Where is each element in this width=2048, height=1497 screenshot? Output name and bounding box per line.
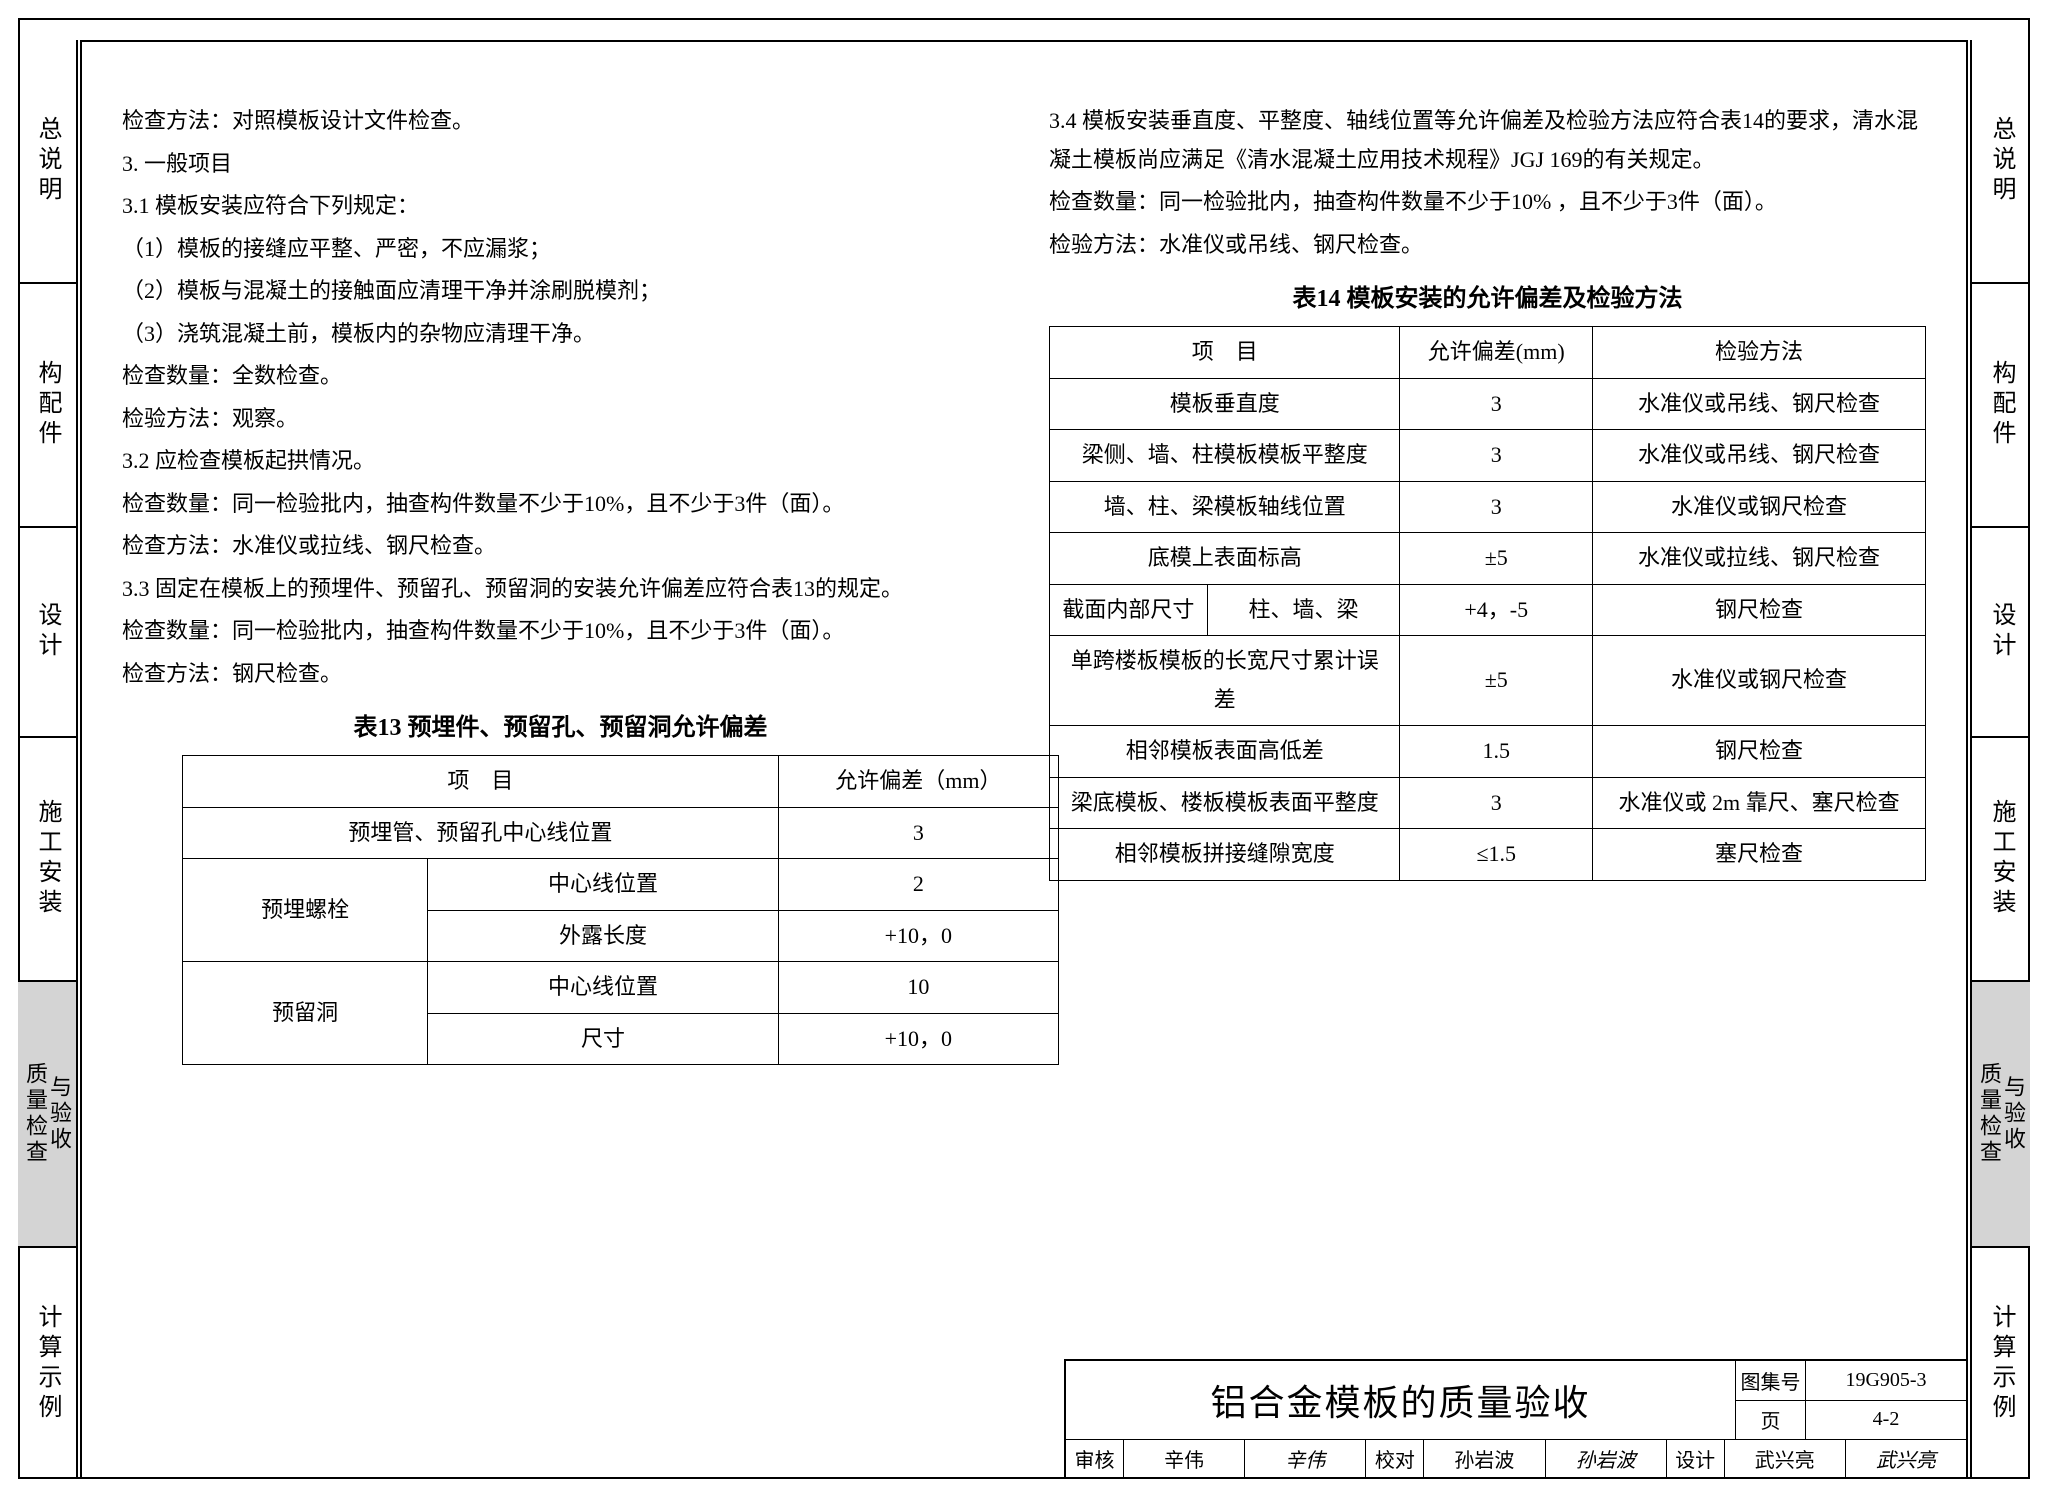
t13-r3-c: +10，0 (778, 910, 1058, 962)
t14-r6-a: 单跨楼板模板的长宽尺寸累计误差 (1050, 636, 1400, 726)
rc-p2: 检查数量：同一检验批内，抽查构件数量不少于10% ，且不少于3件（面）。 (1049, 183, 1926, 222)
t14-r3-b: 3 (1400, 481, 1593, 533)
t13-r2-b: 中心线位置 (428, 859, 778, 911)
review-label: 审核 (1066, 1440, 1124, 1477)
t14-h1: 项 目 (1050, 327, 1400, 379)
t13-r1-c: 3 (778, 807, 1058, 859)
t14-r4-a: 底模上表面标高 (1050, 533, 1400, 585)
lc-p13: 检查数量：同一检验批内，抽查构件数量不少于10%，且不少于3件（面）。 (122, 612, 999, 651)
t14-r4-b: ±5 (1400, 533, 1593, 585)
atlas-label: 图集号 (1736, 1361, 1806, 1400)
check-name: 孙岩波 (1424, 1440, 1545, 1477)
t14-r9-c: 塞尺检查 (1593, 829, 1926, 881)
t14-r7-c: 钢尺检查 (1593, 726, 1926, 778)
right-column: 3.4 模板安装垂直度、平整度、轴线位置等允许偏差及检验方法应符合表14的要求，… (1049, 102, 1926, 1467)
side-left-design: 设计 (18, 528, 76, 738)
page-value: 4-2 (1806, 1401, 1966, 1440)
lc-p10: 检查数量：同一检验批内，抽查构件数量不少于10%，且不少于3件（面）。 (122, 485, 999, 524)
lc-p6: （3）浇筑混凝土前，模板内的杂物应清理干净。 (122, 315, 999, 354)
sidebar-left: 总说明 构配件 设计 施工安装 质量检查 与验收 计算示例 (18, 40, 78, 1479)
t13-r1-a: 预埋管、预留孔中心线位置 (183, 807, 779, 859)
t14-r9-b: ≤1.5 (1400, 829, 1593, 881)
drawing-title: 铝合金模板的质量验收 (1066, 1361, 1736, 1439)
t14-r8-b: 3 (1400, 777, 1593, 829)
t13-r2-c: 2 (778, 859, 1058, 911)
design-signature: 武兴亮 (1846, 1440, 1966, 1477)
t14-r4-c: 水准仪或拉线、钢尺检查 (1593, 533, 1926, 585)
t13-r5-c: +10，0 (778, 1013, 1058, 1065)
body-area: 检查方法：对照模板设计文件检查。 3. 一般项目 3.1 模板安装应符合下列规定… (82, 42, 1966, 1477)
t14-r9-a: 相邻模板拼接缝隙宽度 (1050, 829, 1400, 881)
lc-p4: （1）模板的接缝应平整、严密，不应漏浆； (122, 230, 999, 269)
lc-p14: 检查方法：钢尺检查。 (122, 655, 999, 694)
t14-r2-b: 3 (1400, 430, 1593, 482)
side-right-design: 设计 (1972, 528, 2030, 738)
table14: 项 目 允许偏差(mm) 检验方法 模板垂直度3水准仪或吊线、钢尺检查 梁侧、墙… (1049, 326, 1926, 881)
t14-r6-b: ±5 (1400, 636, 1593, 726)
t14-r7-b: 1.5 (1400, 726, 1593, 778)
t13-r5-b: 尺寸 (428, 1013, 778, 1065)
t14-r1-b: 3 (1400, 378, 1593, 430)
design-label: 设计 (1667, 1440, 1725, 1477)
t14-r5-a2: 柱、墙、梁 (1207, 584, 1400, 636)
t14-r5-c: 钢尺检查 (1593, 584, 1926, 636)
t14-r2-a: 梁侧、墙、柱模板模板平整度 (1050, 430, 1400, 482)
lc-p7: 检查数量：全数检查。 (122, 357, 999, 396)
lc-p9: 3.2 应检查模板起拱情况。 (122, 442, 999, 481)
side-right-quality: 质量检查 与验收 (1972, 982, 2030, 1248)
t13-r4-a: 预留洞 (183, 962, 428, 1065)
t14-r8-c: 水准仪或 2m 靠尺、塞尺检查 (1593, 777, 1926, 829)
lc-p5: （2）模板与混凝土的接触面应清理干净并涂刷脱模剂； (122, 272, 999, 311)
t14-r1-c: 水准仪或吊线、钢尺检查 (1593, 378, 1926, 430)
t14-r1-a: 模板垂直度 (1050, 378, 1400, 430)
side-left-general: 总说明 (18, 40, 76, 284)
check-label: 校对 (1366, 1440, 1424, 1477)
table13-caption: 表13 预埋件、预留孔、预留洞允许偏差 (122, 707, 999, 749)
lc-p8: 检验方法：观察。 (122, 400, 999, 439)
review-signature: 辛伟 (1245, 1440, 1366, 1477)
t14-r6-c: 水准仪或钢尺检查 (1593, 636, 1926, 726)
side-left-quality: 质量检查 与验收 (18, 982, 76, 1248)
rc-p1: 3.4 模板安装垂直度、平整度、轴线位置等允许偏差及检验方法应符合表14的要求，… (1049, 102, 1926, 179)
side-right-components: 构配件 (1972, 284, 2030, 528)
side-left-examples: 计算示例 (18, 1248, 76, 1479)
page-label: 页 (1736, 1401, 1806, 1440)
t14-r5-b: +4，-5 (1400, 584, 1593, 636)
t14-r8-a: 梁底模板、楼板模板表面平整度 (1050, 777, 1400, 829)
check-signature: 孙岩波 (1546, 1440, 1667, 1477)
side-left-construction: 施工安装 (18, 738, 76, 982)
side-right-examples: 计算示例 (1972, 1248, 2030, 1479)
side-right-general: 总说明 (1972, 40, 2030, 284)
t14-h3: 检验方法 (1593, 327, 1926, 379)
table14-caption: 表14 模板安装的允许偏差及检验方法 (1049, 278, 1926, 320)
t13-r4-c: 10 (778, 962, 1058, 1014)
lc-p2: 3. 一般项目 (122, 145, 999, 184)
side-right-construction: 施工安装 (1972, 738, 2030, 982)
content-frame: 检查方法：对照模板设计文件检查。 3. 一般项目 3.1 模板安装应符合下列规定… (80, 40, 1968, 1479)
lc-p12: 3.3 固定在模板上的预埋件、预留孔、预留洞的安装允许偏差应符合表13的规定。 (122, 570, 999, 609)
t13-h2: 允许偏差（mm） (778, 756, 1058, 808)
side-left-components: 构配件 (18, 284, 76, 528)
review-name: 辛伟 (1124, 1440, 1245, 1477)
rc-p3: 检验方法：水准仪或吊线、钢尺检查。 (1049, 226, 1926, 265)
atlas-value: 19G905-3 (1806, 1361, 1966, 1400)
t13-r3-b: 外露长度 (428, 910, 778, 962)
table13: 项 目 允许偏差（mm） 预埋管、预留孔中心线位置 3 预埋螺栓 中心线位置 2… (182, 755, 1059, 1065)
t13-h1: 项 目 (183, 756, 779, 808)
t14-r5-a1: 截面内部尺寸 (1050, 584, 1208, 636)
design-name: 武兴亮 (1725, 1440, 1846, 1477)
t14-r2-c: 水准仪或吊线、钢尺检查 (1593, 430, 1926, 482)
t14-r7-a: 相邻模板表面高低差 (1050, 726, 1400, 778)
t13-r4-b: 中心线位置 (428, 962, 778, 1014)
lc-p11: 检查方法：水准仪或拉线、钢尺检查。 (122, 527, 999, 566)
t13-r2-a: 预埋螺栓 (183, 859, 428, 962)
t14-r3-a: 墙、柱、梁模板轴线位置 (1050, 481, 1400, 533)
t14-h2: 允许偏差(mm) (1400, 327, 1593, 379)
t14-r3-c: 水准仪或钢尺检查 (1593, 481, 1926, 533)
lc-p3: 3.1 模板安装应符合下列规定： (122, 187, 999, 226)
title-block: 铝合金模板的质量验收 图集号 19G905-3 页 4-2 审核 辛伟 辛伟 校… (1064, 1359, 1966, 1477)
lc-p1: 检查方法：对照模板设计文件检查。 (122, 102, 999, 141)
left-column: 检查方法：对照模板设计文件检查。 3. 一般项目 3.1 模板安装应符合下列规定… (122, 102, 999, 1467)
sidebar-right: 总说明 构配件 设计 施工安装 质量检查 与验收 计算示例 (1970, 40, 2030, 1479)
